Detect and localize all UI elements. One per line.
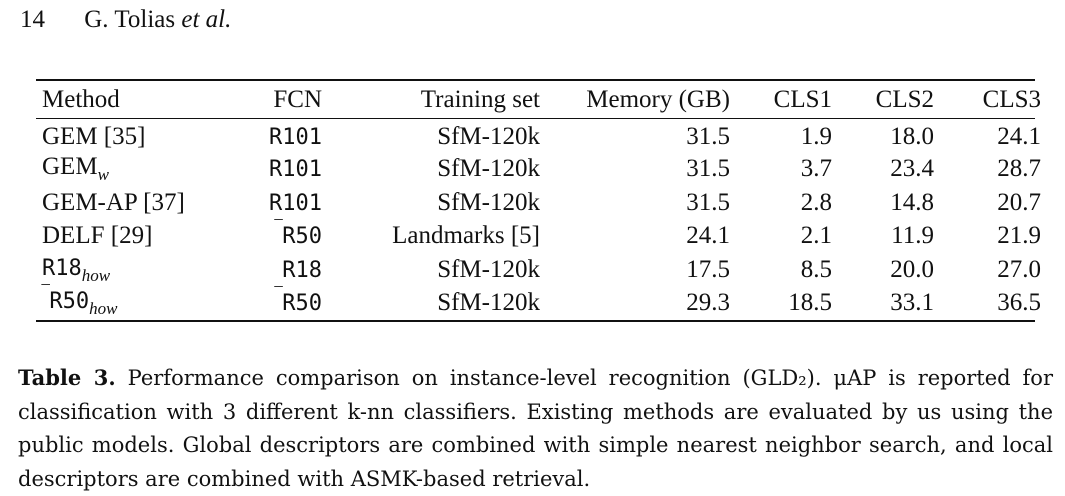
cls3-cell: 20.7 [997, 188, 1041, 216]
fcn-cell: ‾R50 [248, 217, 322, 254]
table-top-rule [36, 79, 1035, 81]
table-header-row: Method FCN Training set Memory (GB) CLS1… [36, 81, 1041, 119]
table-bottom-rule [36, 320, 1035, 322]
training-set-cell: Landmarks [5] [392, 222, 540, 250]
cls1-cell: 2.1 [800, 222, 832, 250]
caption-text: Performance comparison on instance-level… [18, 366, 1053, 491]
memory-cell: 31.5 [686, 122, 730, 150]
table-row: GEM [35] R101 SfM-120k 31.5 1.9 18.0 24.… [36, 119, 1041, 153]
table-row: ‾R50how ‾R50 SfM-120k 29.3 18.5 33.1 36.… [36, 282, 1041, 321]
method-subscript: w [97, 165, 109, 185]
cls3-cell: 28.7 [997, 155, 1041, 183]
memory-cell: 29.3 [686, 289, 730, 317]
fcn-name: R101 [269, 190, 322, 216]
table-row: GEM-AP [37] R101 SfM-120k 31.5 2.8 14.8 … [36, 186, 1041, 220]
method-cell: R18how [36, 253, 248, 287]
fcn-cell: R101 [248, 153, 322, 187]
header-authors: G. Tolias [84, 6, 176, 33]
column-header-memory: Memory (GB) [586, 86, 730, 113]
training-set-cell: SfM-120k [437, 122, 540, 150]
cls3-cell: 21.9 [997, 222, 1041, 250]
method-name: DELF [29] [42, 222, 153, 250]
table-row: GEMw R101 SfM-120k 31.5 3.7 23.4 28.7 [36, 153, 1041, 187]
cls1-cell: 1.9 [800, 122, 832, 150]
cls3-cell: 24.1 [997, 122, 1041, 150]
fcn-prefix-mark: ‾ [274, 217, 283, 243]
fcn-cell: R101 [248, 186, 322, 220]
method-cell: GEMw [36, 153, 248, 187]
cls2-cell: 14.8 [890, 188, 934, 216]
fcn-name: R50 [282, 224, 322, 250]
cls2-cell: 33.1 [890, 289, 934, 317]
cls3-cell: 36.5 [997, 289, 1041, 317]
column-header-fcn: FCN [273, 86, 322, 113]
memory-cell: 24.1 [686, 222, 730, 250]
method-name: GEM [35] [42, 122, 146, 150]
caption-label: Table 3. [18, 365, 116, 390]
fcn-name: R101 [269, 124, 322, 150]
cls1-cell: 2.8 [800, 188, 832, 216]
training-set-cell: SfM-120k [437, 255, 540, 283]
method-cell: GEM [35] [36, 119, 248, 153]
cls2-cell: 11.9 [891, 222, 934, 250]
fcn-name: R50 [282, 291, 322, 317]
column-header-cls2: CLS2 [875, 86, 934, 113]
page-number: 14 [20, 6, 45, 33]
fcn-cell: ‾R50 [248, 284, 322, 321]
method-name: R18 [42, 255, 82, 281]
method-cell: ‾R50how [36, 282, 248, 321]
memory-cell: 31.5 [686, 188, 730, 216]
column-header-cls3: CLS3 [982, 86, 1041, 113]
method-subscript: how [81, 265, 111, 285]
training-set-cell: SfM-120k [437, 188, 540, 216]
column-header-cls1: CLS1 [773, 86, 832, 113]
column-header-method: Method [42, 86, 120, 113]
cls2-cell: 20.0 [890, 255, 934, 283]
training-set-cell: SfM-120k [437, 155, 540, 183]
table-header-rule [36, 118, 1035, 120]
method-name: GEM-AP [37] [42, 188, 185, 216]
results-table: Method FCN Training set Memory (GB) CLS1… [36, 81, 1041, 320]
table-row: R18how R18 SfM-120k 17.5 8.5 20.0 27.0 [36, 253, 1041, 287]
page-header: 14 G. Tolias et al. [20, 6, 231, 34]
method-name: GEM [42, 153, 98, 181]
cls1-cell: 3.7 [800, 155, 832, 183]
fcn-name: R18 [282, 257, 322, 283]
column-header-training-set: Training set [420, 86, 540, 113]
fcn-cell: R18 [248, 253, 322, 287]
fcn-name: R101 [269, 157, 322, 183]
method-subscript: how [89, 299, 118, 319]
header-etal: et al. [181, 6, 232, 33]
cls1-cell: 8.5 [800, 255, 832, 283]
method-cell: GEM-AP [37] [36, 186, 248, 220]
table-caption: Table 3. Performance comparison on insta… [18, 361, 1053, 496]
method-prefix-mark: ‾ [42, 282, 50, 308]
memory-cell: 17.5 [686, 255, 730, 283]
fcn-prefix-mark: ‾ [274, 284, 283, 310]
training-set-cell: SfM-120k [437, 289, 540, 317]
table-row: DELF [29] ‾R50 Landmarks [5] 24.1 2.1 11… [36, 217, 1041, 254]
cls2-cell: 18.0 [890, 122, 934, 150]
cls1-cell: 18.5 [788, 289, 832, 317]
method-cell: DELF [29] [36, 220, 248, 254]
cls3-cell: 27.0 [997, 255, 1041, 283]
cls2-cell: 23.4 [890, 155, 934, 183]
fcn-cell: R101 [248, 119, 322, 153]
method-name: R50 [49, 289, 90, 315]
memory-cell: 31.5 [686, 155, 730, 183]
